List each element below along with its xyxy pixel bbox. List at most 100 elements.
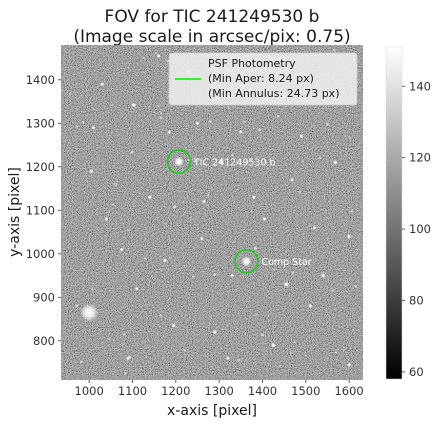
y-tick-label: 1200 — [26, 160, 55, 174]
faint-star — [108, 338, 111, 341]
faint-star — [173, 205, 177, 209]
faint-star — [335, 358, 338, 361]
faint-star — [289, 351, 293, 354]
colorbar-tick-label: 120 — [409, 151, 431, 165]
colorbar-tick-label: 140 — [409, 79, 431, 93]
faint-star — [280, 254, 282, 256]
aperture-label: Comp Star — [261, 257, 311, 268]
faint-star — [130, 150, 134, 154]
faint-star — [61, 76, 63, 78]
faint-star — [128, 63, 130, 65]
y-tick-label: 1100 — [26, 203, 55, 217]
faint-star — [252, 361, 255, 364]
faint-star — [232, 241, 234, 243]
star — [320, 273, 326, 278]
faint-star — [260, 333, 264, 337]
faint-star — [242, 357, 244, 360]
faint-star — [335, 351, 337, 353]
faint-star — [301, 160, 304, 163]
faint-star — [213, 273, 217, 276]
colorbar-tick-label: 100 — [409, 222, 431, 236]
star — [332, 160, 338, 165]
colorbar-ticks: 60 80 100 120 140 — [402, 79, 431, 379]
faint-star — [354, 285, 358, 288]
faint-star — [253, 246, 257, 250]
x-tick-label: 1300 — [205, 384, 234, 398]
faint-star — [206, 194, 210, 197]
faint-star — [75, 304, 79, 308]
faint-star — [277, 115, 280, 118]
faint-star — [159, 314, 162, 317]
star — [218, 158, 224, 165]
star — [346, 234, 352, 239]
star — [167, 130, 172, 135]
star — [131, 102, 137, 108]
star — [156, 53, 161, 58]
faint-star — [122, 333, 126, 336]
star — [230, 273, 235, 278]
chart-title-line2: (Image scale in arcsec/pix: 0.75) — [73, 27, 350, 47]
star — [283, 281, 290, 288]
faint-star — [144, 233, 146, 235]
star — [312, 225, 317, 230]
x-axis-ticks: 1000 1100 1200 1300 1400 1500 1600 — [75, 380, 364, 398]
faint-star — [291, 271, 295, 275]
faint-star — [192, 275, 195, 278]
faint-star — [331, 288, 334, 292]
faint-star — [183, 264, 186, 267]
y-axis-ticks: 800 900 1000 1100 1200 1300 1400 — [26, 73, 61, 348]
x-tick-label: 1400 — [248, 384, 277, 398]
faint-star — [169, 256, 172, 259]
legend-entry-line2: (Min Aper: 8.24 px) — [208, 72, 314, 85]
faint-star — [255, 313, 258, 316]
faint-star — [127, 229, 130, 232]
faint-star — [112, 203, 115, 206]
star — [201, 199, 206, 204]
star — [147, 195, 152, 200]
faint-star — [244, 263, 248, 267]
faint-star — [76, 125, 79, 128]
faint-star — [157, 105, 159, 108]
faint-star — [114, 182, 118, 186]
legend-box — [168, 52, 358, 106]
colorbar-gradient — [385, 46, 403, 380]
legend: PSF Photometry (Min Aper: 8.24 px) (Min … — [168, 52, 358, 106]
x-tick-label: 1500 — [291, 384, 320, 398]
faint-star — [116, 180, 119, 183]
star — [119, 247, 124, 252]
faint-star — [293, 341, 296, 344]
faint-star — [278, 364, 281, 367]
faint-star — [342, 349, 346, 352]
x-tick-label: 1100 — [118, 384, 147, 398]
colorbar: 60 80 100 120 140 — [385, 46, 431, 380]
y-tick-label: 800 — [33, 334, 55, 348]
star — [289, 177, 294, 182]
faint-star — [326, 123, 329, 126]
star — [199, 236, 204, 241]
star — [251, 195, 256, 200]
star — [238, 130, 243, 135]
colorbar-tick-label: 60 — [409, 365, 424, 379]
aperture-markers: TIC 241249530 b Comp Star — [166, 149, 312, 274]
star — [134, 286, 139, 291]
faint-star — [159, 112, 163, 115]
faint-star — [80, 360, 83, 364]
colorbar-tick-label: 80 — [409, 293, 424, 307]
faint-star — [181, 169, 184, 172]
faint-star — [230, 154, 234, 157]
y-tick-label: 1000 — [26, 247, 55, 261]
star — [262, 217, 267, 222]
faint-star — [124, 372, 127, 375]
star — [241, 256, 252, 267]
faint-star — [272, 268, 276, 271]
chart-title-line1: FOV for TIC 241249530 b — [105, 7, 320, 27]
faint-star — [182, 200, 185, 204]
legend-entry-line3: (Min Annulus: 24.73 px) — [208, 87, 339, 100]
faint-star — [148, 105, 151, 108]
faint-star — [193, 159, 197, 163]
faint-star — [258, 128, 262, 132]
y-tick-label: 900 — [33, 290, 55, 304]
faint-star — [142, 56, 145, 59]
star — [162, 258, 168, 263]
